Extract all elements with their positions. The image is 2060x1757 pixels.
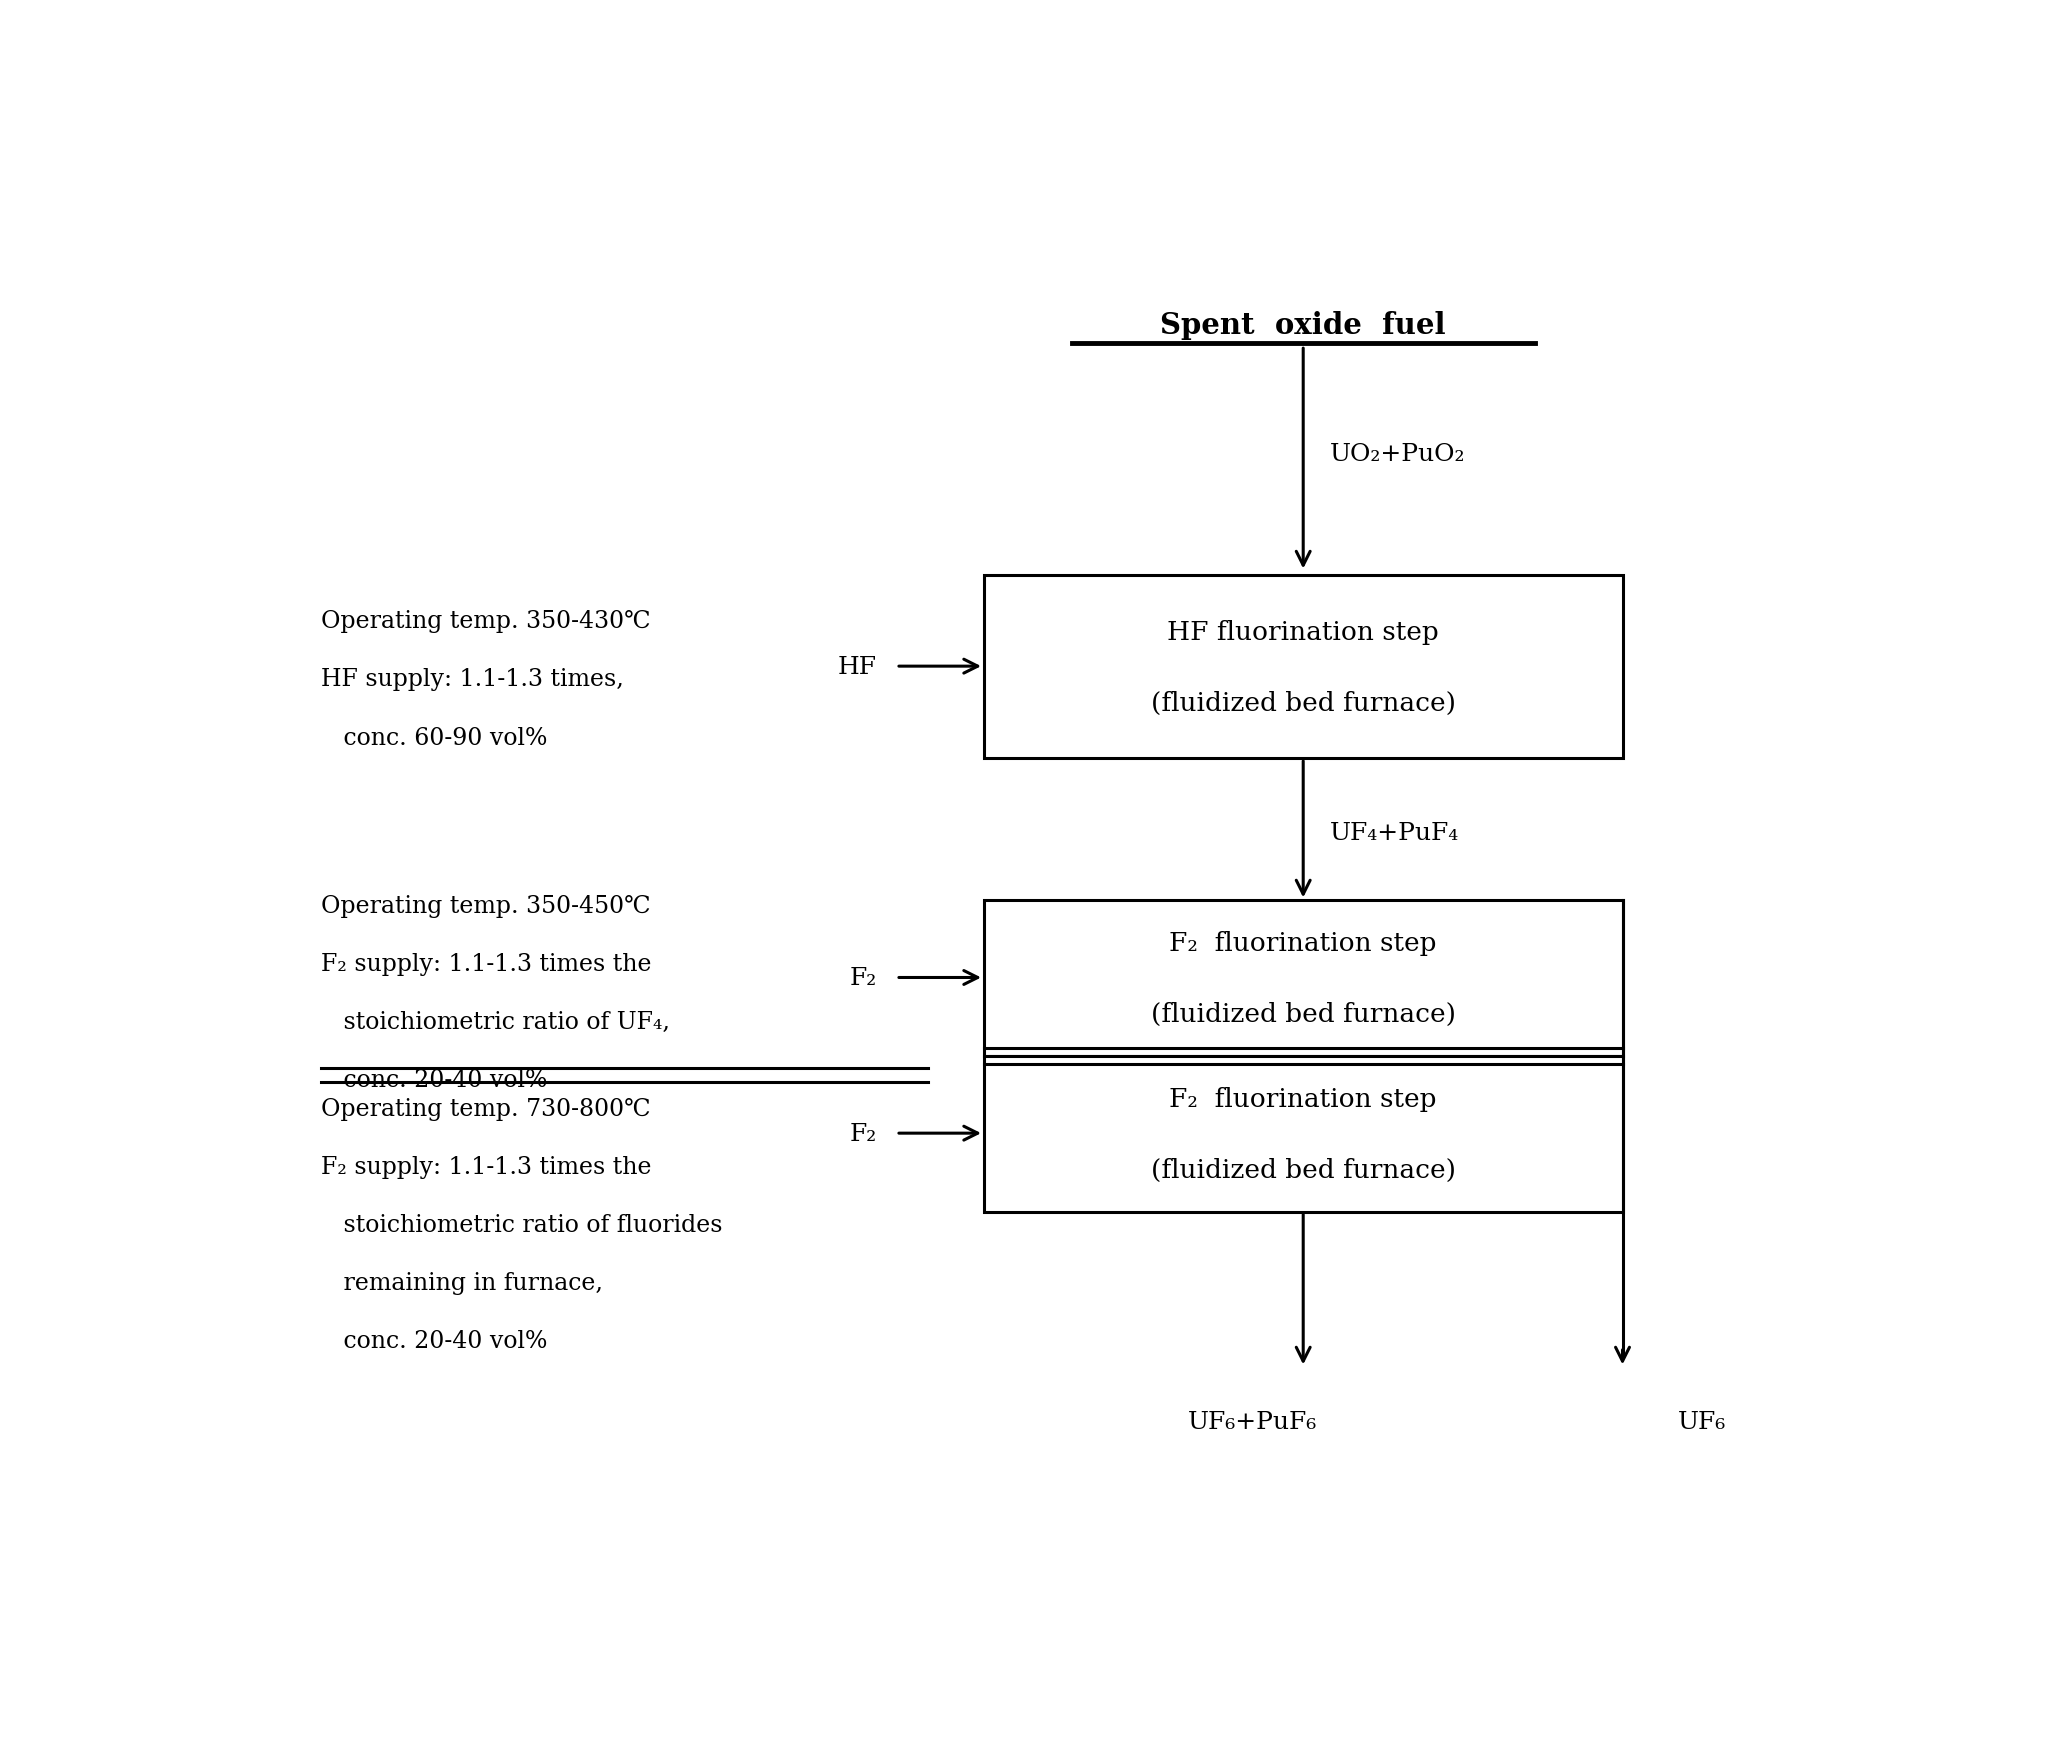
Text: HF supply: 1.1-1.3 times,: HF supply: 1.1-1.3 times, bbox=[321, 668, 624, 691]
Text: UO₂+PuO₂: UO₂+PuO₂ bbox=[1331, 443, 1467, 466]
Text: (fluidized bed furnace): (fluidized bed furnace) bbox=[1152, 1156, 1456, 1182]
Text: F₂: F₂ bbox=[849, 966, 878, 989]
Text: Operating temp. 350-450℃: Operating temp. 350-450℃ bbox=[321, 894, 651, 917]
Text: (fluidized bed furnace): (fluidized bed furnace) bbox=[1152, 691, 1456, 715]
Bar bbox=[985, 576, 1623, 759]
Text: Operating temp. 350-430℃: Operating temp. 350-430℃ bbox=[321, 610, 651, 633]
Text: HF: HF bbox=[838, 655, 878, 678]
Bar bbox=[985, 901, 1623, 1056]
Bar bbox=[985, 1056, 1623, 1212]
Text: conc. 20-40 vol%: conc. 20-40 vol% bbox=[321, 1330, 548, 1353]
Text: UF₆: UF₆ bbox=[1679, 1411, 1726, 1434]
Text: F₂  fluorination step: F₂ fluorination step bbox=[1170, 1086, 1438, 1112]
Text: F₂ supply: 1.1-1.3 times the: F₂ supply: 1.1-1.3 times the bbox=[321, 1154, 651, 1179]
Text: stoichiometric ratio of UF₄,: stoichiometric ratio of UF₄, bbox=[321, 1010, 670, 1033]
Text: UF₄+PuF₄: UF₄+PuF₄ bbox=[1331, 822, 1461, 845]
Text: F₂: F₂ bbox=[849, 1123, 878, 1146]
Text: F₂ supply: 1.1-1.3 times the: F₂ supply: 1.1-1.3 times the bbox=[321, 952, 651, 975]
Text: UF₆+PuF₆: UF₆+PuF₆ bbox=[1187, 1411, 1316, 1434]
Text: stoichiometric ratio of fluorides: stoichiometric ratio of fluorides bbox=[321, 1214, 723, 1237]
Text: (fluidized bed furnace): (fluidized bed furnace) bbox=[1152, 1001, 1456, 1026]
Text: remaining in furnace,: remaining in furnace, bbox=[321, 1272, 604, 1295]
Text: conc. 20-40 vol%: conc. 20-40 vol% bbox=[321, 1068, 548, 1091]
Text: Spent  oxide  fuel: Spent oxide fuel bbox=[1160, 311, 1446, 339]
Text: Operating temp. 730-800℃: Operating temp. 730-800℃ bbox=[321, 1096, 651, 1119]
Text: conc. 60-90 vol%: conc. 60-90 vol% bbox=[321, 726, 548, 748]
Text: F₂  fluorination step: F₂ fluorination step bbox=[1170, 931, 1438, 956]
Text: HF fluorination step: HF fluorination step bbox=[1168, 620, 1440, 645]
